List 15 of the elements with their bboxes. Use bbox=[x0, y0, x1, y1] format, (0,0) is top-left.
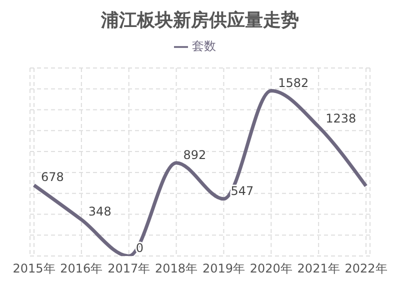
data-label: 678 bbox=[41, 170, 64, 184]
x-tick-label: 2021年 bbox=[297, 262, 340, 276]
x-tick-label: 2015年 bbox=[12, 262, 56, 276]
data-label: 892 bbox=[183, 148, 206, 162]
data-label: 1582 bbox=[278, 76, 309, 90]
x-tick-label: 2022年 bbox=[344, 262, 388, 276]
x-tick-label: 2017年 bbox=[108, 262, 150, 276]
data-label: 348 bbox=[88, 204, 112, 219]
x-tick-label: 2020年 bbox=[250, 262, 292, 276]
data-label: 1238 bbox=[326, 112, 356, 126]
x-tick-label: 2016年 bbox=[60, 262, 103, 276]
legend-label: 套数 bbox=[192, 39, 216, 53]
x-tick-label: 2018年 bbox=[155, 262, 198, 276]
x-tick-label: 2019年 bbox=[202, 262, 245, 276]
chart-title: 浦江板块新房供应量走势 bbox=[100, 9, 300, 32]
